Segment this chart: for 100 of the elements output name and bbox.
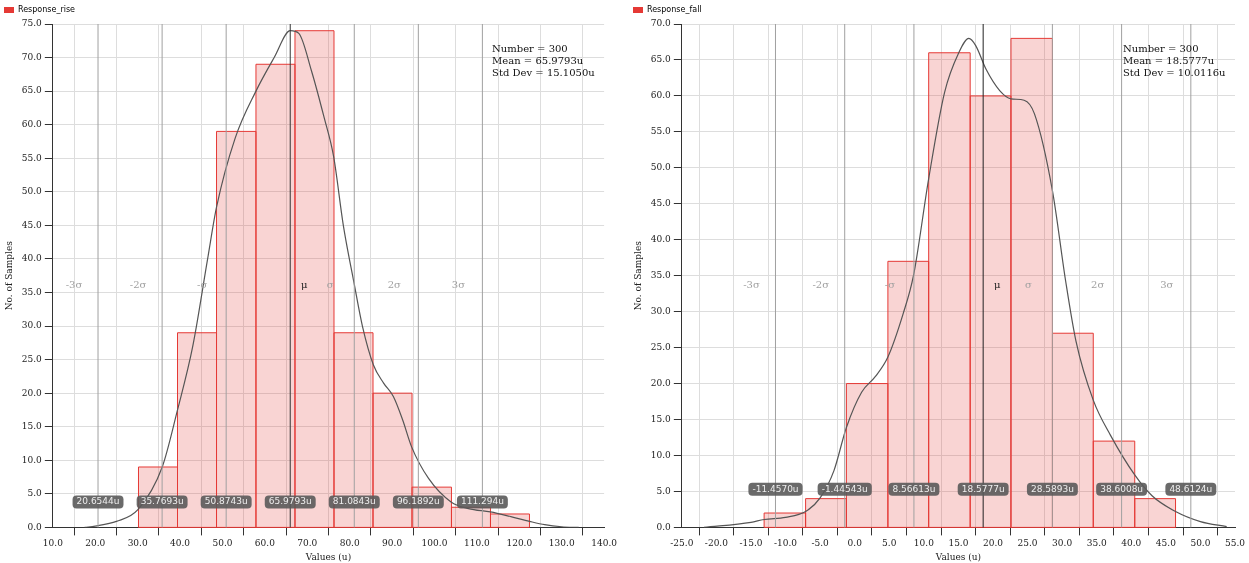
annotation: Number = 300 [492, 42, 568, 54]
annotation: 8.56613u [892, 483, 936, 494]
annotation: 65.9793u [268, 496, 312, 507]
x-tick-label: 45.0 [1155, 538, 1177, 549]
y-tick-label: 40.0 [21, 253, 43, 264]
y-tick-label: 10.0 [21, 454, 43, 465]
x-tick-label: 0.0 [847, 538, 863, 549]
x-tick-label: -15.0 [739, 538, 763, 549]
x-tick-label: 120.0 [506, 538, 533, 549]
annotation: 35.7693u [140, 496, 184, 507]
x-tick-label: 50.0 [212, 538, 233, 549]
x-tick-label: 55.0 [1224, 538, 1246, 549]
ref-line-label: -2σ [812, 279, 830, 291]
ref-line-label: -3σ [65, 279, 83, 291]
y-tick-label: 20.0 [650, 377, 672, 388]
x-tick-label: 50.0 [1190, 538, 1211, 549]
y-tick-label: 65.0 [21, 85, 43, 96]
x-tick-label: 130.0 [548, 538, 575, 549]
legend-label: Response_fall [647, 5, 702, 15]
annotation: 38.6008u [1100, 483, 1144, 494]
ref-line-label: -3σ [743, 279, 760, 291]
y-tick-label: 35.0 [650, 270, 672, 281]
y-tick-label: 0.0 [27, 521, 43, 532]
x-tick-label: 100.0 [421, 538, 448, 549]
legend-label: Response_rise [18, 5, 76, 15]
ref-line-label: 2σ [387, 279, 402, 291]
x-tick-label: 25.0 [1017, 538, 1038, 549]
x-tick-label: 40.0 [170, 538, 191, 549]
y-tick-label: 30.0 [650, 306, 672, 316]
x-tick-label: 80.0 [339, 538, 360, 549]
y-tick-label: 20.0 [21, 387, 43, 398]
y-tick-label: 25.0 [650, 341, 672, 352]
y-tick-label: 60.0 [21, 119, 43, 130]
x-tick-label: 10.0 [42, 538, 64, 549]
y-tick-label: 0.0 [656, 521, 672, 532]
x-tick-label: 30.0 [1052, 538, 1073, 549]
x-tick-label: 20.0 [982, 538, 1004, 549]
x-tick-label: -20.0 [704, 538, 729, 549]
annotation: Std Dev = 10.0116u [1123, 66, 1227, 78]
y-tick-label: 30.0 [21, 320, 43, 331]
y-axis-title: No. of Samples [3, 240, 14, 311]
annotation: 48.6124u [1169, 483, 1213, 494]
y-tick-label: 40.0 [650, 234, 672, 245]
x-tick-label: 140.0 [591, 538, 618, 549]
ref-line-label: 3σ [1160, 279, 1174, 291]
x-tick-label: 110.0 [464, 538, 491, 549]
y-tick-label: 50.0 [650, 162, 672, 173]
ref-line-label: σ [1024, 279, 1032, 291]
annotation: -11.4570u [752, 483, 799, 494]
x-tick-label: -25.0 [670, 538, 694, 549]
annotation: 50.8743u [204, 496, 248, 507]
x-axis-title: Values (u) [304, 551, 352, 562]
y-tick-label: 55.0 [650, 126, 672, 137]
x-tick-label: 40.0 [1121, 538, 1142, 549]
y-tick-label: 15.0 [650, 413, 672, 424]
y-tick-label: 75.0 [21, 18, 43, 29]
y-tick-label: 5.0 [656, 485, 672, 496]
x-tick-label: 5.0 [882, 538, 897, 549]
x-tick-label: 70.0 [297, 538, 318, 549]
ref-line-label: μ [300, 279, 308, 291]
y-tick-label: 55.0 [21, 152, 43, 163]
annotation: 96.1892u [396, 496, 440, 507]
x-tick-label: 35.0 [1086, 538, 1107, 549]
y-tick-label: 70.0 [21, 51, 43, 62]
x-tick-label: 90.0 [382, 538, 403, 549]
y-axis-title: No. of Samples [632, 240, 643, 311]
y-tick-label: 70.0 [650, 18, 672, 29]
x-tick-label: -5.0 [811, 538, 830, 549]
x-tick-label: -10.0 [774, 538, 798, 549]
x-tick-label: 30.0 [127, 538, 148, 549]
line-series [703, 37, 1228, 528]
x-tick-label: 15.0 [948, 538, 969, 549]
y-tick-label: 60.0 [650, 90, 672, 101]
y-tick-label: 15.0 [21, 421, 43, 432]
y-tick-label: 35.0 [21, 286, 43, 297]
y-tick-label: 65.0 [650, 54, 672, 65]
y-tick-label: 50.0 [21, 186, 43, 197]
annotation: Mean = 18.5777u [1123, 54, 1215, 66]
annotation: 18.5777u [961, 483, 1005, 494]
y-tick-label: 10.0 [650, 449, 672, 460]
annotation: -1.44543u [821, 483, 868, 494]
x-tick-label: 60.0 [254, 538, 276, 549]
ref-line-label: 2σ [1091, 279, 1105, 291]
ref-line-label: -2σ [129, 279, 147, 291]
y-tick-label: 5.0 [27, 488, 43, 499]
y-tick-label: 45.0 [21, 219, 43, 230]
x-axis-title: Values (u) [934, 551, 982, 562]
x-tick-label: 20.0 [85, 538, 106, 549]
annotation: Std Dev = 15.1050u [492, 66, 596, 78]
annotation: Mean = 65.9793u [492, 54, 584, 66]
annotation: 111.294u [460, 496, 504, 507]
y-tick-label: 25.0 [21, 353, 43, 364]
annotation: 28.5893u [1030, 483, 1074, 494]
annotation: 20.6544u [76, 496, 120, 507]
y-tick-label: 45.0 [650, 198, 672, 209]
annotation: Number = 300 [1123, 42, 1199, 54]
ref-line-label: σ [326, 279, 334, 291]
x-tick-label: 10.0 [913, 538, 935, 549]
ref-line-label: μ [993, 279, 1001, 291]
ref-line-label: 3σ [451, 279, 466, 291]
